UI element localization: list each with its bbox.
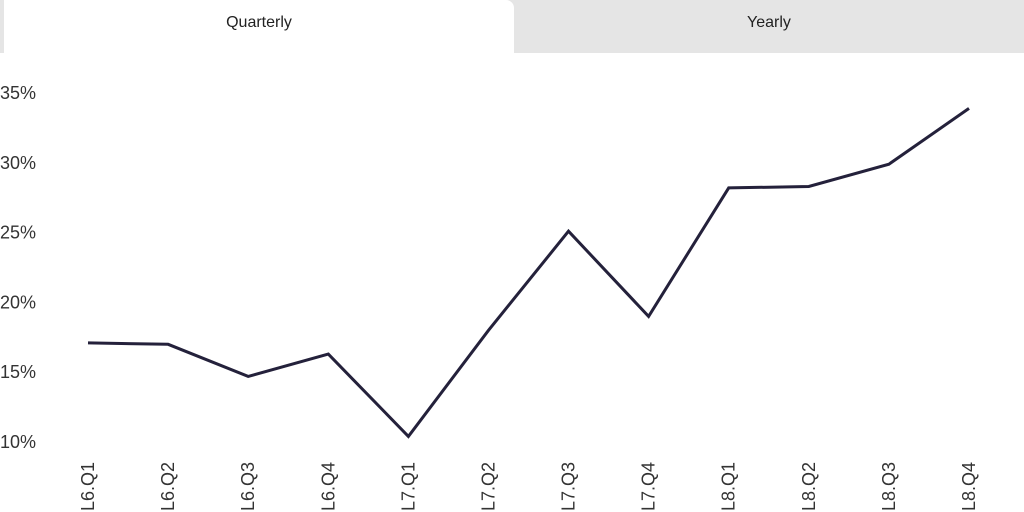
- x-tick-label: L6.Q1: [78, 462, 98, 511]
- y-tick-label: 30%: [0, 153, 36, 173]
- x-tick-label: L8.Q4: [959, 462, 979, 511]
- x-tick-label: L6.Q3: [238, 462, 258, 511]
- x-tick-label: L6.Q4: [318, 462, 338, 511]
- x-tick-label: L7.Q1: [398, 462, 418, 511]
- y-tick-label: 10%: [0, 432, 36, 452]
- x-tick-label: L8.Q3: [879, 462, 899, 511]
- series-layer: [87, 107, 970, 439]
- tab-quarterly[interactable]: Quarterly: [4, 0, 514, 53]
- y-tick-label: 35%: [0, 83, 36, 103]
- x-tick-label: L8.Q2: [799, 462, 819, 511]
- x-tick-label: L8.Q1: [719, 462, 739, 511]
- x-axis: L6.Q1 L6.Q2 L6.Q3 L6.Q4 L7.Q1 L7.Q2 L7.Q3 L7.Q4…: [78, 462, 979, 511]
- chart-canvas: 35%30%25%20%15%10% L6.Q1 L6.Q2 L6.Q3 L6.Q4 L…: [0, 83, 979, 511]
- y-axis: 35% 30% 25% 20% 15% 10%: [0, 83, 36, 452]
- series-line: [87, 107, 970, 439]
- y-tick-label: 15%: [0, 362, 36, 382]
- x-tick-label: L6.Q2: [158, 462, 178, 511]
- period-tabs: Quarterly Yearly: [0, 0, 1024, 53]
- x-tick-label: L7.Q3: [559, 462, 579, 511]
- tab-yearly[interactable]: Yearly: [514, 0, 1024, 53]
- line-chart: 35% 30% 25% 20% 15% 10% L6.Q1 L6.Q2 L6.Q3 L6.Q4 L…: [0, 53, 1024, 512]
- y-tick-label: 20%: [0, 292, 36, 312]
- x-tick-label: L7.Q4: [639, 462, 659, 511]
- y-tick-label: 25%: [0, 223, 36, 243]
- x-tick-label: L7.Q2: [478, 462, 498, 511]
